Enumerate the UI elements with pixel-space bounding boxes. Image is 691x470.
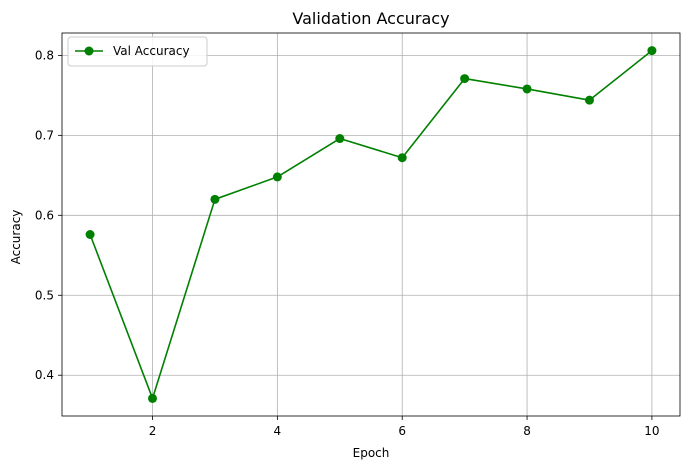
chart-title: Validation Accuracy: [292, 9, 449, 28]
axes-frame: [61, 32, 681, 417]
y-tick-label: 0.4: [35, 368, 54, 382]
legend-label: Val Accuracy: [113, 44, 190, 58]
series-line: [89, 49, 653, 400]
data-point: [148, 393, 158, 403]
axes: [61, 32, 681, 417]
data-point: [460, 74, 470, 84]
y-tick-label: 0.8: [35, 48, 54, 62]
plot-area: [85, 46, 657, 403]
data-point: [397, 153, 407, 163]
legend-box: [67, 36, 208, 67]
legend: Val Accuracy: [67, 36, 208, 67]
legend-marker-swatch: [84, 46, 94, 56]
data-point: [210, 194, 220, 204]
ticks: 2 4 6 8 10 0.4 0.5 0.6 0.7 0.8: [35, 48, 660, 438]
x-axis-label: Epoch: [353, 446, 390, 460]
grid-lines: [62, 33, 680, 416]
x-tick-label: 2: [149, 424, 157, 438]
data-point: [522, 84, 532, 94]
data-point: [647, 46, 657, 56]
x-tick-label: 6: [398, 424, 406, 438]
data-point: [584, 95, 594, 105]
x-tick-label: 4: [274, 424, 282, 438]
y-tick-label: 0.6: [35, 208, 54, 222]
data-point: [335, 134, 345, 144]
data-point: [272, 172, 282, 182]
y-tick-label: 0.7: [35, 128, 54, 142]
x-tick-label: 10: [644, 424, 659, 438]
x-tick-label: 8: [523, 424, 531, 438]
data-point: [85, 229, 95, 239]
y-axis-label: Accuracy: [9, 210, 23, 265]
y-tick-label: 0.5: [35, 288, 54, 302]
